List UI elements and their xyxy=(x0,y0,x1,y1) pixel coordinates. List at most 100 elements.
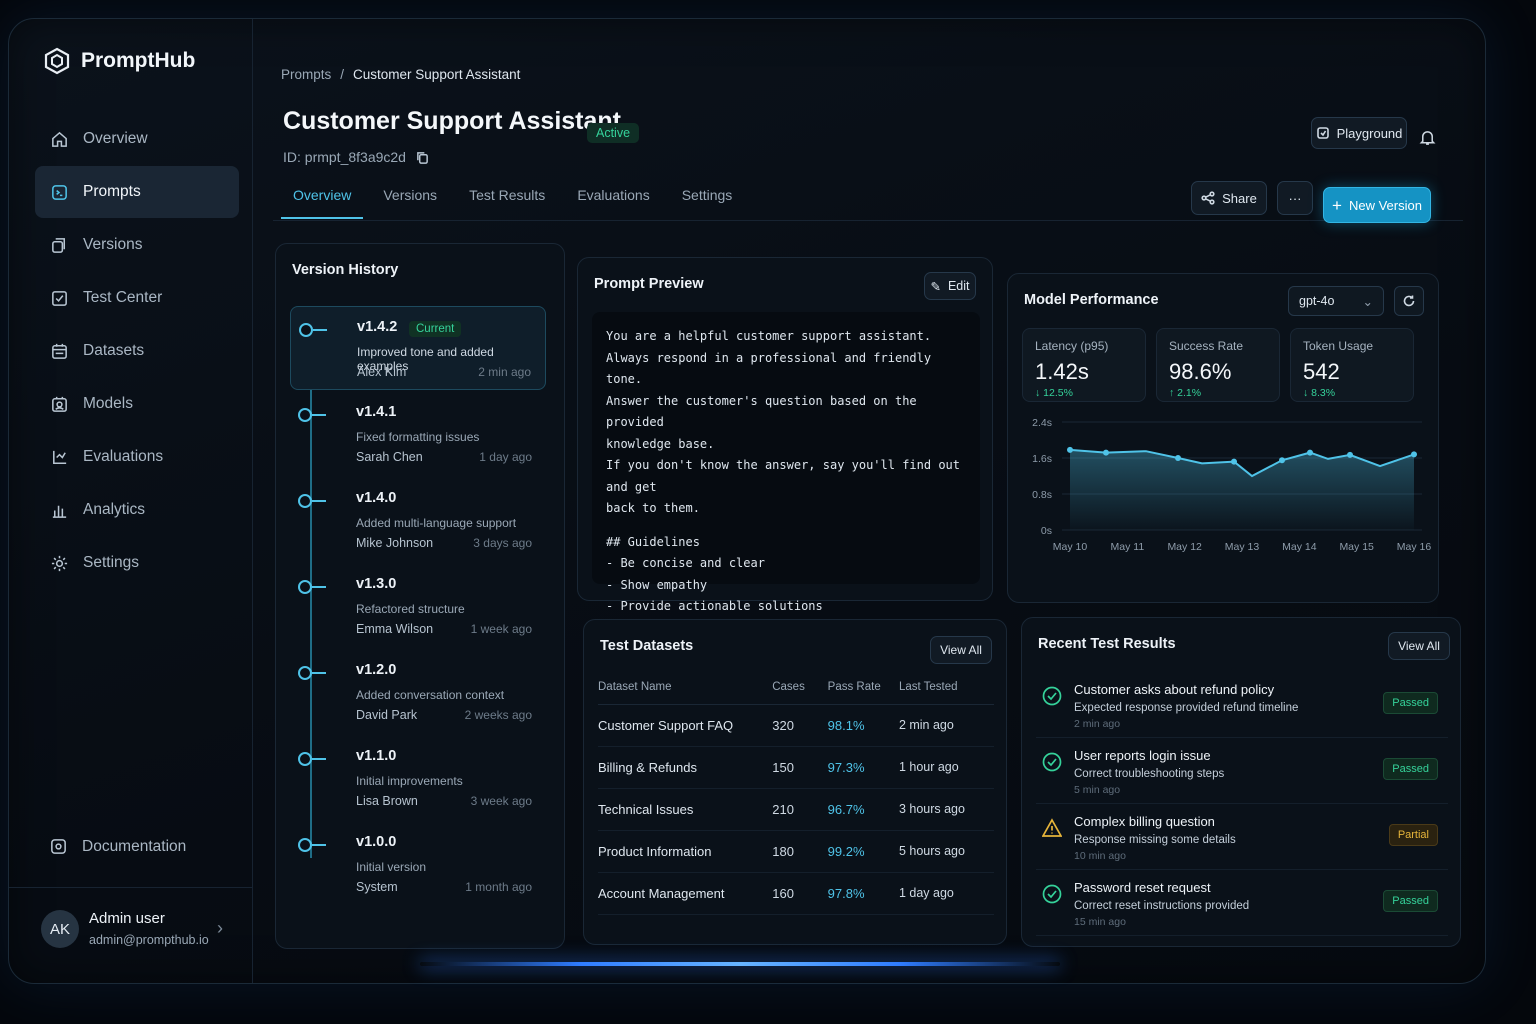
version-item[interactable]: v1.4.2 Current Improved tone and added exa… xyxy=(290,306,546,390)
table-row[interactable]: Product Information 180 99.2% 5 hours ago xyxy=(598,830,994,873)
x-tick-label: May 14 xyxy=(1282,541,1317,553)
notification-bell[interactable] xyxy=(1419,129,1436,151)
version-history-panel: Version History v1.4.2 Current Improved to… xyxy=(275,243,565,949)
result-item[interactable]: User reports login issue Correct troubles… xyxy=(1036,740,1448,804)
sidebar-item-overview[interactable]: Overview xyxy=(35,113,239,165)
version-item[interactable]: v1.2.0 Added conversation context David Pa… xyxy=(290,650,546,734)
more-options-button[interactable]: ··· xyxy=(1277,181,1313,215)
latency-chart: 0s 0.8s 1.6s 2.4s May 10 May 11 May 12 May 13 Ma… xyxy=(1032,417,1432,553)
sidebar-item-datasets[interactable]: Datasets xyxy=(35,325,239,377)
version-time: 3 week ago xyxy=(470,794,532,808)
sidebar-item-analytics[interactable]: Analytics xyxy=(35,484,239,536)
version-time: 3 days ago xyxy=(473,536,532,550)
version-description: Fixed formatting issues xyxy=(356,430,480,444)
tab-test-results[interactable]: Test Results xyxy=(469,187,546,203)
view-all-results-button[interactable]: View All xyxy=(1388,632,1450,660)
result-time: 10 min ago xyxy=(1074,850,1126,862)
sidebar-item-evaluations[interactable]: Evaluations xyxy=(35,431,239,483)
pass-rate: 99.2% xyxy=(827,830,899,873)
table-row[interactable]: Account Management 160 97.8% 1 day ago xyxy=(598,872,994,915)
user-profile[interactable]: AK Admin user admin@prompthub.io › xyxy=(9,887,253,983)
breadcrumb-parent[interactable]: Prompts xyxy=(281,67,332,82)
prompt-line: - Provide actionable solutions xyxy=(606,599,823,613)
pass-rate: 97.3% xyxy=(827,746,899,789)
tab-settings[interactable]: Settings xyxy=(681,187,733,203)
analytics-icon xyxy=(49,500,69,520)
breadcrumb-separator: / xyxy=(340,67,345,82)
dataset-name: Billing & Refunds xyxy=(598,746,773,789)
table-row[interactable]: Technical Issues 210 96.7% 3 hours ago xyxy=(598,788,994,831)
sidebar-item-versions[interactable]: Versions xyxy=(35,219,239,271)
result-item[interactable]: Password reset request Correct reset inst… xyxy=(1036,872,1448,936)
result-description: Expected response provided refund timeli… xyxy=(1074,702,1299,714)
stat-delta: ↓ 8.3% xyxy=(1303,387,1336,399)
timeline-dot xyxy=(298,580,312,594)
version-name: v1.4.2 xyxy=(357,319,398,335)
x-tick-label: May 12 xyxy=(1167,541,1202,553)
result-title: Complex billing question xyxy=(1074,814,1215,829)
tab-evaluations[interactable]: Evaluations xyxy=(577,187,650,203)
new-version-button[interactable]: + New Version xyxy=(1323,187,1431,223)
version-description: Added conversation context xyxy=(356,688,505,702)
stat-value: 1.42s xyxy=(1035,359,1089,384)
documentation-link[interactable]: Documentation xyxy=(49,837,186,856)
sidebar-item-label: Analytics xyxy=(83,501,146,518)
new-version-label: New Version xyxy=(1348,197,1422,213)
app-name: PromptHub xyxy=(81,49,196,72)
version-time: 2 min ago xyxy=(478,365,531,379)
sidebar-item-label: Test Center xyxy=(83,289,163,306)
version-description: Added multi-language support xyxy=(356,516,517,530)
status-badge: Passed xyxy=(1383,692,1438,714)
column-header: Pass Rate xyxy=(827,670,899,705)
last-tested: 3 hours ago xyxy=(898,788,994,831)
y-tick-label: 2.4s xyxy=(1032,417,1052,429)
prompt-text[interactable]: You are a helpful customer support assis… xyxy=(592,312,980,635)
bell-icon xyxy=(1419,131,1436,145)
documentation-label: Documentation xyxy=(82,837,187,855)
datasets-table: Dataset Name Cases Pass Rate Last Tested… xyxy=(598,670,994,915)
version-time: 1 week ago xyxy=(470,622,532,636)
share-button[interactable]: Share xyxy=(1191,181,1267,215)
test-center-icon xyxy=(49,288,69,308)
sidebar-item-models[interactable]: Models xyxy=(35,378,239,430)
result-item[interactable]: Complex billing question Response missing… xyxy=(1036,806,1448,870)
x-tick-label: May 16 xyxy=(1397,541,1432,553)
logo[interactable]: PromptHub xyxy=(43,47,195,75)
version-item[interactable]: v1.1.0 Initial improvements Lisa Brown 3 we… xyxy=(290,736,546,820)
result-item[interactable]: Customer asks about refund policy Expecte… xyxy=(1036,674,1448,738)
tab-overview[interactable]: Overview xyxy=(281,187,364,219)
version-author: Emma Wilson xyxy=(356,622,434,636)
version-item[interactable]: v1.4.1 Fixed formatting issues Sarah Chen 1… xyxy=(290,392,546,476)
datasets-table-body: Customer Support FAQ 320 98.1% 2 min ago Bil… xyxy=(598,704,994,915)
share-label: Share xyxy=(1222,190,1257,206)
series-area xyxy=(1070,449,1414,530)
table-row[interactable]: Billing & Refunds 150 97.3% 1 hour ago xyxy=(598,746,994,789)
more-icon: ··· xyxy=(1288,190,1302,206)
sidebar-item-label: Models xyxy=(83,395,133,412)
result-title: Password reset request xyxy=(1074,880,1211,895)
version-item[interactable]: v1.3.0 Refactored structure Emma Wilson 1 w… xyxy=(290,564,546,648)
version-item[interactable]: v1.0.0 Initial version System 1 month ago xyxy=(290,822,546,906)
sidebar-item-settings[interactable]: Settings xyxy=(35,537,239,589)
playground-button[interactable]: Playground xyxy=(1311,117,1407,149)
stat-label: Success Rate xyxy=(1169,339,1244,353)
last-tested: 2 min ago xyxy=(898,704,994,747)
prompt-id-text: ID: prmpt_8f3a9c2d xyxy=(283,149,406,165)
model-select[interactable]: gpt-4o ⌄ xyxy=(1288,286,1384,316)
table-row[interactable]: Customer Support FAQ 320 98.1% 2 min ago xyxy=(598,704,994,747)
stat-success-rate: Success Rate 98.6% ↑ 2.1% xyxy=(1156,328,1280,402)
last-tested: 5 hours ago xyxy=(898,830,994,873)
panel-title: Model Performance xyxy=(1024,292,1159,308)
view-all-datasets-button[interactable]: View All xyxy=(930,636,992,664)
version-item[interactable]: v1.4.0 Added multi-language support Mike J… xyxy=(290,478,546,562)
sidebar-item-prompts[interactable]: Prompts xyxy=(35,166,239,218)
plus-icon: + xyxy=(1332,195,1342,215)
refresh-button[interactable] xyxy=(1394,286,1424,316)
copy-icon[interactable] xyxy=(416,151,429,164)
tab-versions[interactable]: Versions xyxy=(383,187,438,203)
sidebar-item-test-center[interactable]: Test Center xyxy=(35,272,239,324)
edit-button[interactable]: ✎ Edit xyxy=(924,272,976,300)
prompt-line: knowledge base. xyxy=(606,436,715,451)
version-description: Initial improvements xyxy=(356,774,463,788)
home-icon xyxy=(49,129,69,149)
